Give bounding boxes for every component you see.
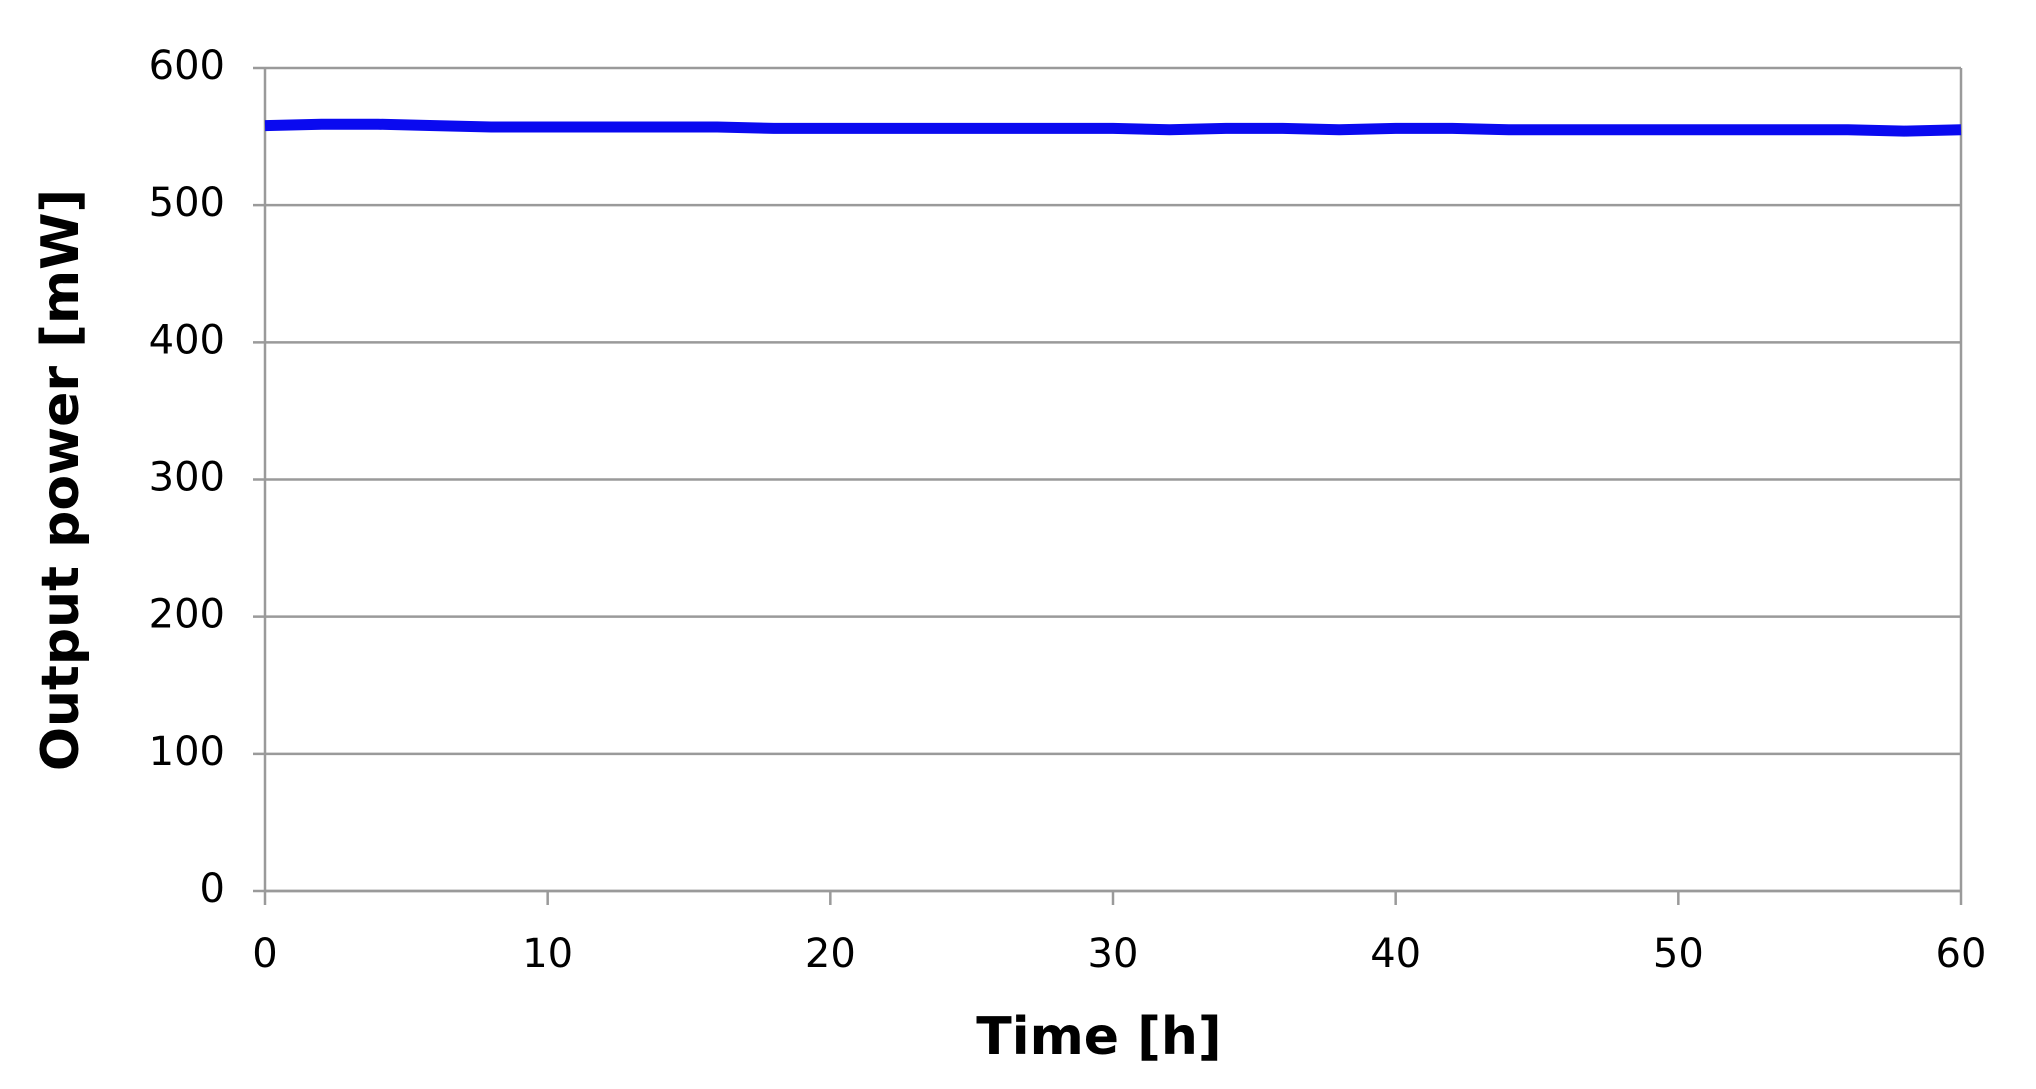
y-tick-label: 0	[200, 866, 225, 912]
x-tick-label: 20	[805, 931, 856, 977]
y-tick-label: 600	[149, 43, 225, 89]
y-tick-label: 300	[149, 455, 225, 501]
x-tick-label: 50	[1653, 931, 1704, 977]
x-tick-label: 0	[252, 931, 277, 977]
y-tick-label: 200	[149, 592, 225, 638]
x-tick-label: 30	[1088, 931, 1139, 977]
y-axis-title: Output power [mW]	[31, 189, 91, 771]
x-tick-label: 60	[1936, 931, 1987, 977]
y-tick-label: 400	[149, 317, 225, 363]
series-line	[264, 118, 1962, 137]
y-tick-label: 500	[149, 180, 225, 226]
y-tick-label: 100	[149, 729, 225, 775]
x-axis-title: Time [h]	[976, 1007, 1221, 1067]
x-tick-label: 40	[1370, 931, 1421, 977]
x-tick-label: 10	[522, 931, 573, 977]
